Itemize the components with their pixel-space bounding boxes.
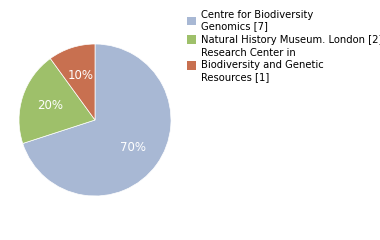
Wedge shape [19, 59, 95, 144]
Wedge shape [23, 44, 171, 196]
Text: 70%: 70% [120, 141, 146, 154]
Wedge shape [50, 44, 95, 120]
Legend: Centre for Biodiversity
Genomics [7], Natural History Museum. London [2], Resear: Centre for Biodiversity Genomics [7], Na… [187, 10, 380, 82]
Text: 10%: 10% [67, 69, 93, 82]
Text: 20%: 20% [37, 99, 63, 112]
